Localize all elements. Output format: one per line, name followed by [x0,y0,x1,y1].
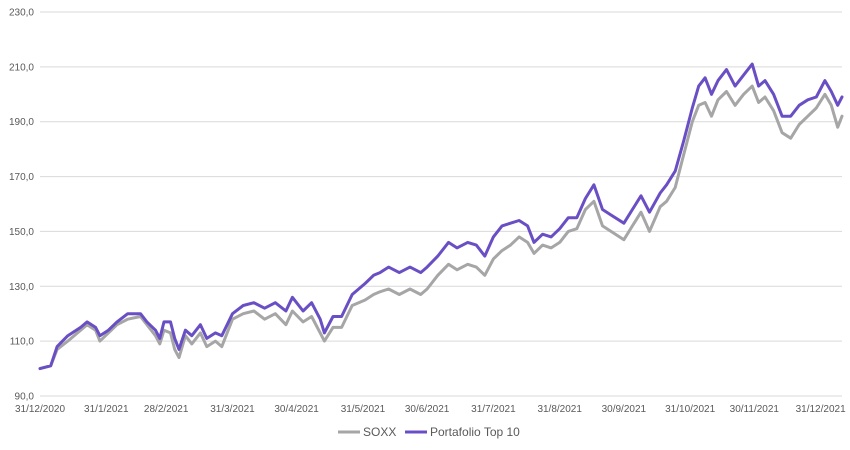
x-tick-label: 31/1/2021 [84,404,129,415]
series-lines [38,62,844,371]
y-tick-label: 230,0 [9,8,34,19]
x-tick-label: 31/10/2021 [665,404,715,415]
x-tick-label: 30/9/2021 [602,404,647,415]
x-tick-label: 30/4/2021 [274,404,319,415]
x-tick-label: 31/12/2021 [796,404,846,415]
y-tick-label: 190,0 [9,117,34,128]
x-tick-label: 31/8/2021 [537,404,582,415]
series-line-soxx [38,84,844,371]
x-tick-label: 31/7/2021 [471,404,516,415]
legend: SOXX Portafolio Top 10 [338,425,520,439]
y-tick-label: 210,0 [9,62,34,73]
legend-label: Portafolio Top 10 [430,425,520,439]
x-axis: 31/12/2020 31/1/2021 28/2/2021 31/3/2021 30/… [15,404,846,415]
x-tick-label: 31/12/2020 [15,404,65,415]
x-tick-label: 31/3/2021 [210,404,255,415]
legend-label: SOXX [363,425,396,439]
x-tick-label: 28/2/2021 [144,404,189,415]
y-tick-label: 110,0 [10,337,35,348]
y-tick-label: 90,0 [15,392,35,403]
y-tick-label: 130,0 [9,282,34,293]
y-tick-label: 170,0 [9,172,34,183]
x-tick-label: 30/11/2021 [730,404,780,415]
series-line-portafolio-top-10 [38,62,844,371]
x-tick-label: 30/6/2021 [405,404,450,415]
y-axis: 90,0 110,0 130,0 150,0 170,0 190,0 210,0 230,0 [9,8,34,403]
x-tick-label: 31/5/2021 [341,404,386,415]
y-tick-label: 150,0 [9,227,34,238]
